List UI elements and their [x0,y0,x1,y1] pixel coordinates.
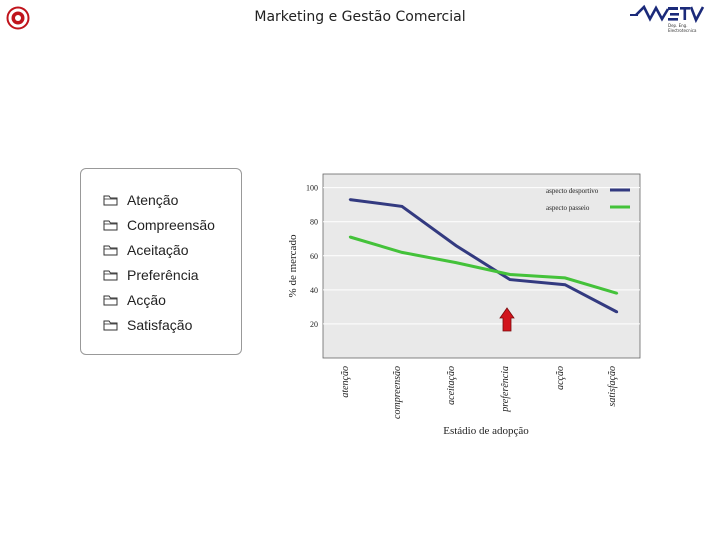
list-item: Satisfação [103,315,192,335]
data-point [615,310,619,314]
stages-list-box: Atenção Compreensão Aceitação Preferênci… [80,168,242,355]
folder-icon [103,270,118,281]
y-axis-label: % de mercado [287,234,299,297]
data-point [400,205,404,208]
university-seal-logo [6,6,30,30]
list-item: Acção [103,290,166,310]
logo-sub-line2: Electrotecnica [668,28,697,33]
folder-icon [103,320,118,331]
y-tick-label: 60 [310,252,318,261]
folder-icon [103,245,118,256]
x-axis-label: Estádio de adopção [443,425,529,437]
plot-area [322,173,641,359]
list-item: Aceitação [103,240,188,260]
folder-icon [103,295,118,306]
x-tick-label: compreensão [392,366,403,419]
list-item: Atenção [103,190,178,210]
y-tick-label: 20 [310,320,318,329]
list-item-label: Satisfação [127,317,193,333]
data-point [508,278,512,281]
series-line-1 [349,235,618,295]
red-up-arrow-icon [499,307,515,332]
department-logo: Dep. Eng. Electrotecnica [628,4,708,34]
data-point [454,261,458,264]
list-item: Compreensão [103,215,215,235]
data-point [348,235,352,239]
list-item-label: Compreensão [127,217,215,233]
x-tick-label: atenção [340,366,351,398]
data-point [563,276,567,280]
x-tick-label: aceitação [446,366,457,405]
list-item: Preferência [103,265,199,285]
x-tick-label: acção [555,366,566,390]
legend-label: aspecto desportivo [546,187,599,195]
list-item-label: Preferência [127,267,199,283]
data-point [454,244,458,247]
list-item-label: Atenção [127,192,179,208]
y-tick-label: 80 [310,218,318,227]
folder-icon [103,195,118,206]
x-tick-label: satisfação [607,366,618,407]
data-point [400,251,404,254]
folder-icon [103,220,118,231]
data-point [615,292,619,295]
series-line-0 [349,198,618,314]
page-title: Marketing e Gestão Comercial [254,9,466,25]
legend-label: aspecto passeio [546,204,590,212]
logo-sub-line1: Dep. Eng. [668,23,688,28]
data-point [348,198,352,201]
x-tick-label: preferência [500,366,511,413]
data-point [508,273,512,276]
list-item-label: Aceitação [127,242,189,258]
y-tick-label: 40 [310,286,318,295]
data-point [563,283,567,286]
y-tick-label: 100 [306,184,318,193]
list-item-label: Acção [127,292,166,308]
